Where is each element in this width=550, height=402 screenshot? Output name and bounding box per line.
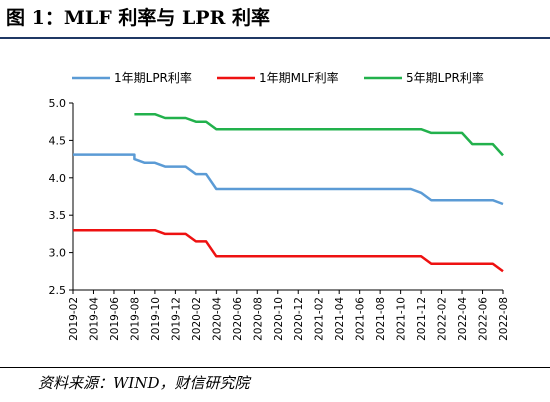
x-tick-label: 2020-08 <box>252 297 264 341</box>
chart-legend: 1年期LPR利率 1年期MLF利率 5年期LPR利率 <box>72 70 484 85</box>
x-tick-label: 2021-12 <box>416 297 428 341</box>
y-tick-label: 3.0 <box>49 247 67 260</box>
y-tick-label: 2.5 <box>49 284 67 297</box>
y-tick-label: 4.0 <box>49 172 67 185</box>
x-tick-label: 2019-04 <box>88 297 100 341</box>
x-tick-label: 2021-06 <box>355 297 367 341</box>
x-axis: 2019-02 2019-04 2019-06 2019-08 2019-10 2019-… <box>68 289 510 341</box>
y-tick-label: 5.0 <box>49 97 67 110</box>
x-tick-label: 2020-12 <box>293 297 305 341</box>
x-tick-label: 2021-04 <box>334 297 346 341</box>
series-line-3 <box>134 112 504 157</box>
x-tick-label: 2019-08 <box>129 297 141 341</box>
source-note: 资料来源：WIND，财信研究院 <box>38 374 250 392</box>
legend-label-2: 1年期MLF利率 <box>259 70 339 85</box>
chart-series <box>73 112 504 273</box>
legend-label-3: 5年期LPR利率 <box>406 70 484 85</box>
figure-title: 图 1：MLF 利率与 LPR 利率 <box>6 7 270 29</box>
x-tick-label: 2019-10 <box>150 297 162 341</box>
series-line-1 <box>73 153 504 206</box>
y-tick-label: 3.5 <box>49 209 67 222</box>
x-tick-label: 2019-12 <box>170 297 182 341</box>
x-tick-label: 2020-02 <box>191 297 203 341</box>
x-tick-label: 2021-02 <box>314 297 326 341</box>
y-axis: 2.5 3.0 3.5 4.0 4.5 5.0 <box>49 97 74 297</box>
x-tick-label: 2020-06 <box>232 297 244 341</box>
x-tick-label: 2022-02 <box>437 297 449 341</box>
source-rule <box>0 367 550 368</box>
x-tick-label: 2020-04 <box>211 297 223 341</box>
x-tick-label: 2022-08 <box>498 297 510 341</box>
series-line-2 <box>73 228 504 273</box>
x-tick-label: 2019-02 <box>68 297 80 341</box>
y-tick-label: 4.5 <box>49 134 67 147</box>
x-tick-label: 2022-04 <box>457 297 469 341</box>
line-chart: 1年期LPR利率 1年期MLF利率 5年期LPR利率 2.5 3.0 3.5 4.0 4.5… <box>49 70 511 341</box>
x-tick-label: 2022-06 <box>478 297 490 341</box>
x-tick-label: 2020-10 <box>273 297 285 341</box>
x-tick-label: 2021-10 <box>396 297 408 341</box>
title-rule <box>0 37 550 39</box>
x-tick-label: 2021-08 <box>375 297 387 341</box>
legend-label-1: 1年期LPR利率 <box>114 70 192 85</box>
x-tick-label: 2019-06 <box>109 297 121 341</box>
